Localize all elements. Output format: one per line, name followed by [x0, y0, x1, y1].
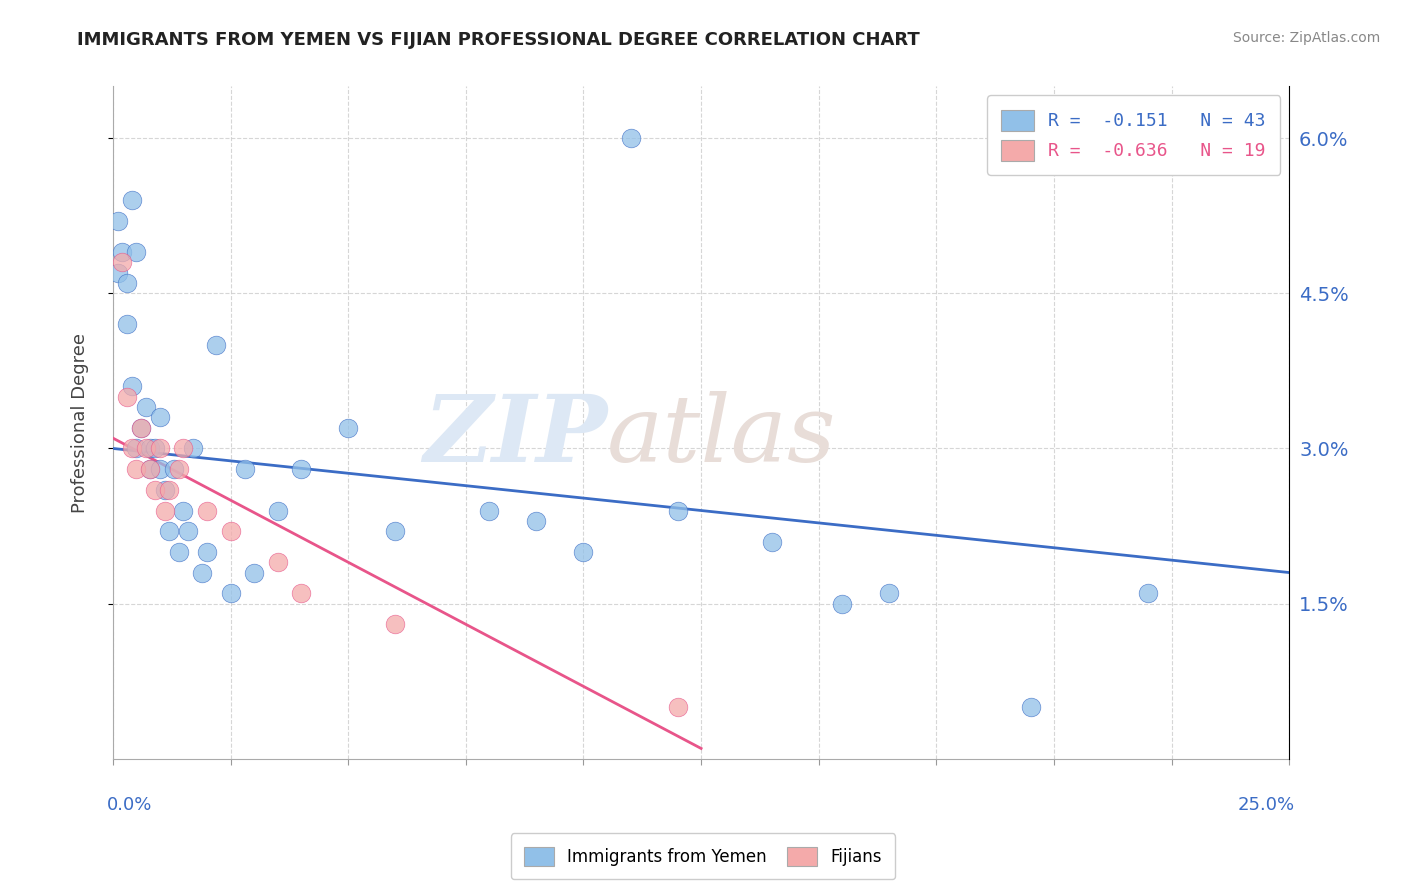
Point — [290, 586, 312, 600]
Point — [219, 586, 242, 600]
Point — [195, 545, 218, 559]
Point — [177, 524, 200, 539]
Point — [879, 586, 901, 600]
Point — [337, 421, 360, 435]
Point — [666, 700, 689, 714]
Point — [290, 462, 312, 476]
Text: IMMIGRANTS FROM YEMEN VS FIJIAN PROFESSIONAL DEGREE CORRELATION CHART: IMMIGRANTS FROM YEMEN VS FIJIAN PROFESSI… — [77, 31, 920, 49]
Point — [384, 524, 406, 539]
Point — [115, 390, 138, 404]
Text: ZIP: ZIP — [423, 391, 607, 481]
Point — [219, 524, 242, 539]
Legend: Immigrants from Yemen, Fijians: Immigrants from Yemen, Fijians — [510, 833, 896, 880]
Point — [666, 503, 689, 517]
Point — [167, 462, 190, 476]
Point — [143, 442, 166, 456]
Point — [115, 276, 138, 290]
Text: atlas: atlas — [607, 391, 837, 481]
Point — [1137, 586, 1160, 600]
Legend: R =  -0.151   N = 43, R =  -0.636   N = 19: R = -0.151 N = 43, R = -0.636 N = 19 — [987, 95, 1281, 175]
Point — [149, 462, 172, 476]
Point — [243, 566, 266, 580]
Point — [163, 462, 186, 476]
Point — [181, 442, 204, 456]
Point — [167, 545, 190, 559]
Point — [233, 462, 256, 476]
Point — [157, 483, 180, 497]
Point — [149, 410, 172, 425]
Point — [143, 483, 166, 497]
Point — [135, 442, 157, 456]
Point — [107, 214, 129, 228]
Point — [139, 462, 162, 476]
Point — [191, 566, 214, 580]
Point — [149, 442, 172, 456]
Point — [135, 400, 157, 414]
Point — [205, 338, 228, 352]
Point — [125, 244, 148, 259]
Point — [526, 514, 548, 528]
Point — [121, 442, 143, 456]
Point — [478, 503, 501, 517]
Point — [129, 421, 152, 435]
Point — [266, 555, 288, 569]
Point — [761, 534, 783, 549]
Point — [1019, 700, 1042, 714]
Point — [172, 503, 194, 517]
Y-axis label: Professional Degree: Professional Degree — [72, 333, 89, 513]
Point — [572, 545, 595, 559]
Point — [266, 503, 288, 517]
Point — [121, 379, 143, 393]
Point — [619, 131, 641, 145]
Point — [125, 442, 148, 456]
Point — [139, 462, 162, 476]
Point — [384, 617, 406, 632]
Text: 0.0%: 0.0% — [107, 796, 152, 814]
Point — [125, 462, 148, 476]
Point — [195, 503, 218, 517]
Point — [157, 524, 180, 539]
Point — [107, 266, 129, 280]
Point — [111, 244, 134, 259]
Text: 25.0%: 25.0% — [1239, 796, 1295, 814]
Point — [115, 318, 138, 332]
Text: Source: ZipAtlas.com: Source: ZipAtlas.com — [1233, 31, 1381, 45]
Point — [129, 421, 152, 435]
Point — [139, 442, 162, 456]
Point — [153, 503, 176, 517]
Point — [153, 483, 176, 497]
Point — [172, 442, 194, 456]
Point — [121, 193, 143, 207]
Point — [831, 597, 853, 611]
Point — [111, 255, 134, 269]
